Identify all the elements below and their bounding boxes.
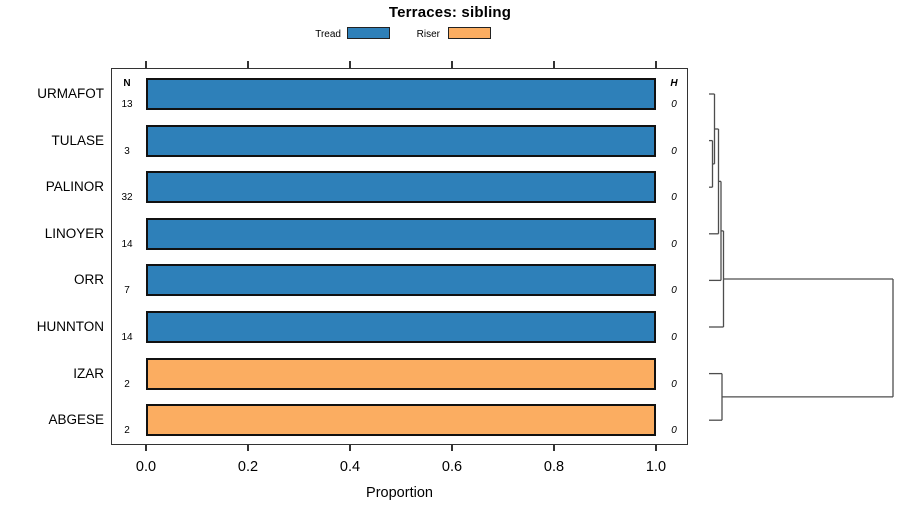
tick-bottom: [451, 444, 453, 451]
n-value: 2: [124, 425, 130, 437]
h-value: 0: [671, 99, 677, 110]
h-value: 0: [671, 238, 677, 250]
tick-bottom: [553, 444, 555, 451]
tick-top: [145, 61, 147, 68]
n-value: 32: [121, 192, 133, 204]
h-value: 0: [671, 192, 677, 204]
h-value: 0: [671, 332, 677, 343]
x-tick-label: 0.4: [339, 459, 361, 475]
x-tick-label: 0.8: [543, 459, 565, 475]
x-tick-label: 1.0: [645, 459, 667, 475]
bar-palinor: [146, 171, 656, 204]
category-label: ABGESE: [48, 412, 104, 428]
category-label: HUNNTON: [36, 319, 104, 334]
category-label: LINOYER: [44, 225, 104, 241]
plot-frame: [111, 68, 688, 445]
bar-izar: [146, 357, 656, 390]
x-tick-label: 0.2: [237, 459, 259, 475]
legend-label-riser: Riser: [416, 29, 440, 40]
n-value: 14: [121, 238, 133, 250]
bar-hunnton: [146, 311, 656, 343]
n-value: 7: [124, 285, 130, 297]
h-value: 0: [671, 425, 677, 437]
tick-top: [247, 61, 249, 68]
n-value: 13: [121, 99, 133, 110]
h-value: 0: [671, 145, 677, 157]
bar-tulase: [146, 124, 656, 157]
h-column-header: H: [670, 78, 678, 89]
tick-top: [553, 61, 555, 68]
tick-bottom: [655, 444, 657, 451]
h-value: 0: [671, 285, 677, 297]
n-value: 14: [121, 332, 133, 343]
x-axis-label: Proportion: [366, 485, 433, 501]
n-value: 2: [124, 378, 130, 390]
category-label: IZAR: [73, 365, 104, 381]
category-label: PALINOR: [45, 179, 104, 195]
x-tick-label: 0.0: [135, 459, 157, 475]
legend-swatch-riser: [448, 27, 491, 39]
n-column-header: N: [123, 78, 131, 89]
tick-top: [655, 61, 657, 68]
n-value: 3: [124, 145, 130, 157]
chart-title: Terraces: sibling: [388, 4, 512, 21]
tick-bottom: [349, 444, 351, 451]
category-label: ORR: [74, 272, 104, 288]
bar-urmafot: [146, 78, 656, 110]
x-tick-label: 0.6: [441, 459, 463, 475]
h-value: 0: [671, 378, 677, 390]
bar-abgese: [146, 404, 656, 437]
category-label: TULASE: [51, 132, 104, 148]
legend-label-tread: Tread: [315, 29, 341, 40]
tick-top: [349, 61, 351, 68]
category-label: URMAFOT: [37, 86, 104, 101]
bar-linoyer: [146, 217, 656, 250]
tick-bottom: [145, 444, 147, 451]
legend-swatch-tread: [347, 27, 390, 39]
bar-orr: [146, 264, 656, 297]
tick-top: [451, 61, 453, 68]
tick-bottom: [247, 444, 249, 451]
